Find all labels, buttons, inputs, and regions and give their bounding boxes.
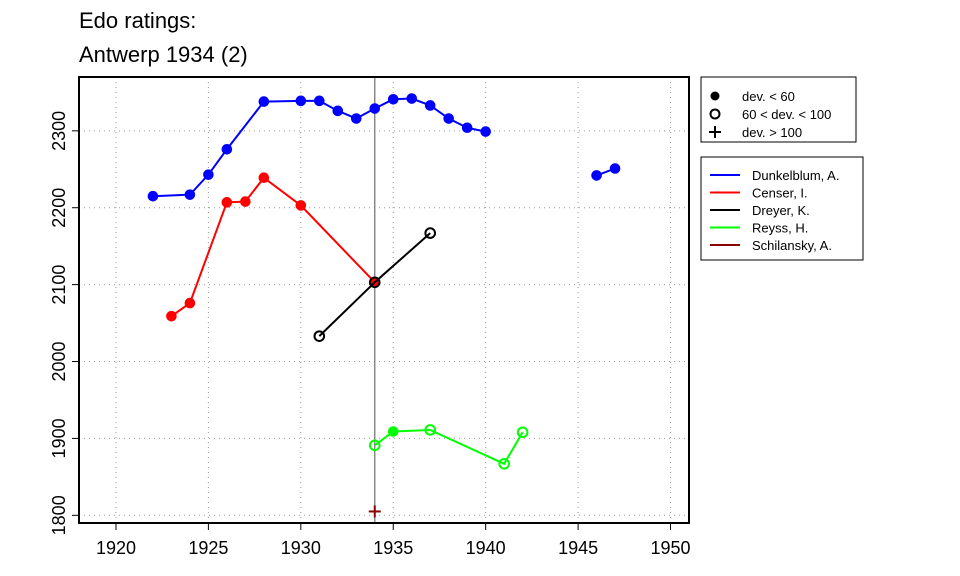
x-tick-label: 1940 (466, 538, 506, 558)
data-point (591, 170, 602, 181)
x-axis: 1920 1925 1930 1935 1940 1945 1950 (96, 523, 691, 558)
data-point (166, 310, 177, 322)
data-point (184, 189, 196, 200)
chart-title-line-2: Antwerp 1934 (2) (79, 42, 248, 67)
y-tick-label: 2300 (49, 111, 69, 151)
y-tick-label: 1800 (49, 495, 69, 535)
data-point (313, 330, 326, 342)
data-point (424, 227, 437, 239)
data-point (609, 163, 621, 174)
data-point (221, 197, 233, 208)
y-axis: 1800 1900 2000 2100 2200 2300 (49, 111, 79, 535)
series-line (374, 428, 524, 466)
grid (79, 77, 689, 523)
data-point (350, 113, 362, 124)
data-point (240, 196, 251, 207)
plot-frame (78, 76, 690, 524)
data-point (203, 169, 214, 180)
y-tick-label: 2000 (49, 341, 69, 381)
series-legend-label: Censer, I. (752, 186, 808, 201)
series-0 (147, 93, 621, 202)
data-point (369, 103, 381, 114)
data-point (424, 100, 436, 111)
data-point (258, 172, 270, 184)
marker-legend-label: dev. > 100 (742, 125, 802, 140)
y-tick-label: 2100 (49, 265, 69, 305)
data-point (258, 96, 270, 107)
data-point (498, 457, 510, 470)
data-point (387, 426, 399, 437)
marker-legend-box (700, 76, 857, 143)
data-point (221, 143, 233, 155)
series-1 (166, 172, 381, 322)
data-point (461, 122, 473, 134)
data-point (295, 200, 307, 211)
series-legend: Dunkelblum, A. Censer, I. Dreyer, K. Reyss,… (700, 156, 864, 261)
x-tick-label: 1950 (650, 538, 690, 558)
x-tick-label: 1935 (373, 538, 413, 558)
marker-legend-label: dev. < 60 (742, 89, 795, 104)
series-group (147, 93, 621, 518)
chart-title-line-1: Edo ratings: (79, 8, 196, 33)
x-tick-label: 1945 (558, 538, 598, 558)
data-point (480, 126, 491, 137)
series-legend-label: Reyss, H. (752, 221, 808, 236)
data-point (314, 95, 325, 107)
data-point (406, 93, 418, 104)
x-tick-label: 1930 (281, 538, 321, 558)
data-point (184, 297, 196, 309)
series-line (318, 232, 431, 337)
series-legend-label: Dunkelblum, A. (752, 168, 839, 183)
data-point (443, 113, 454, 124)
series-4 (368, 505, 381, 518)
data-point (368, 505, 381, 518)
marker-legend: dev. < 60 60 < dev. < 100 dev. > 100 (700, 76, 857, 143)
y-tick-label: 2200 (49, 188, 69, 228)
series-legend-label: Schilansky, A. (752, 238, 832, 253)
legend-open-circle (709, 108, 721, 120)
data-point (147, 190, 159, 202)
data-point (368, 276, 381, 289)
data-point (387, 94, 399, 105)
series-2 (313, 227, 437, 342)
y-tick-label: 1900 (49, 418, 69, 458)
marker-legend-label: 60 < dev. < 100 (742, 107, 831, 122)
x-tick-label: 1920 (96, 538, 136, 558)
series-3 (368, 424, 529, 470)
series-legend-label: Dreyer, K. (752, 203, 810, 218)
x-tick-label: 1925 (188, 538, 228, 558)
data-point (424, 424, 437, 436)
legend-filled-circle (710, 91, 720, 101)
data-point (516, 426, 529, 439)
series-line (170, 176, 376, 317)
data-point (368, 439, 381, 452)
data-point (332, 105, 344, 117)
series-line (152, 97, 486, 198)
data-point (295, 95, 307, 107)
